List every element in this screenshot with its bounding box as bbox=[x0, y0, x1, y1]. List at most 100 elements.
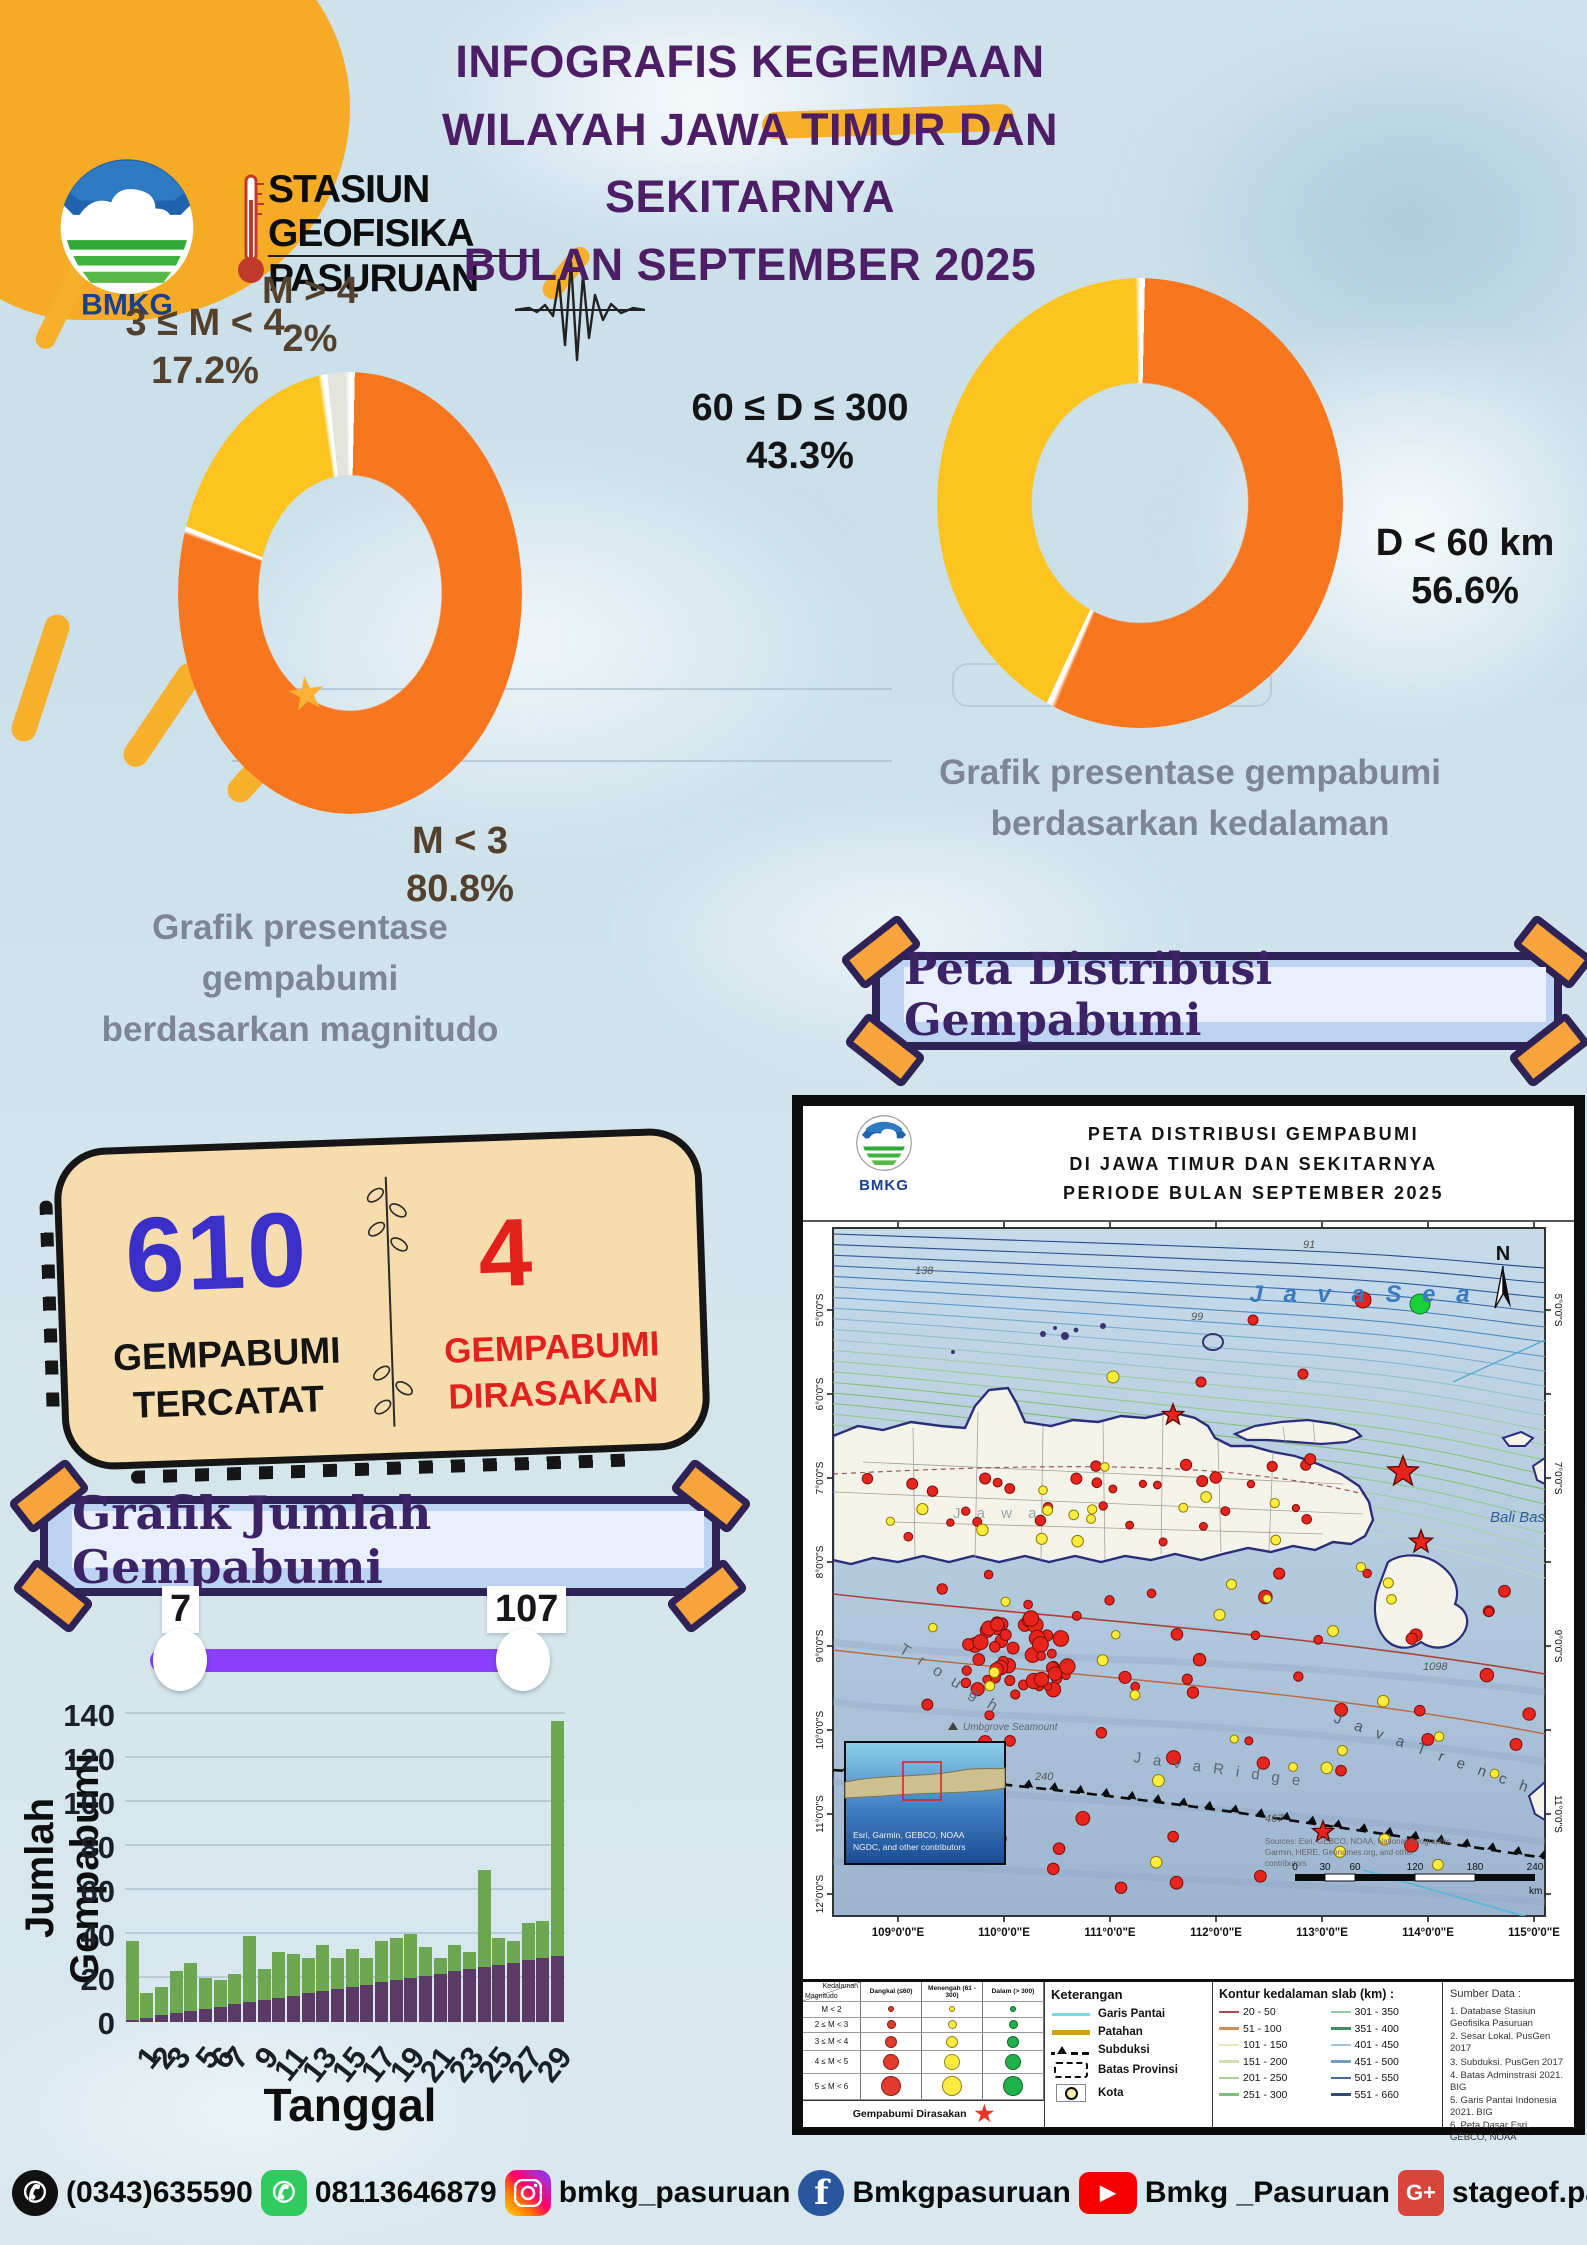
fault-line bbox=[833, 1466, 1364, 1495]
map-banner: Peta Distribusi Gempabumi bbox=[839, 913, 1587, 1089]
legend-magnitude-table: Kedalaman Magnitudo Dangkal (≤60) Meneng… bbox=[803, 1982, 1045, 2127]
legend-col-header: Dangkal (≤60) bbox=[861, 1982, 922, 2003]
edge-island bbox=[1531, 1456, 1545, 1486]
legend-dot bbox=[947, 2020, 957, 2030]
bali-island bbox=[1373, 1554, 1469, 1649]
kangean-island bbox=[1501, 1430, 1535, 1447]
whatsapp-icon: ✆ bbox=[260, 2169, 307, 2216]
fault-legend: Patahan bbox=[1098, 2026, 1143, 2038]
station-name: STASIUN GEOFISIKA PASURUAN bbox=[268, 168, 538, 301]
seismogram-icon bbox=[515, 260, 645, 362]
java-island bbox=[833, 1386, 1375, 1566]
madura-island bbox=[1232, 1418, 1363, 1446]
svg-text:8°0'0"S: 8°0'0"S bbox=[815, 1545, 826, 1578]
chart-banner: Grafik Jumlah Gempabumi bbox=[7, 1457, 753, 1635]
axis-ticks bbox=[827, 1222, 1551, 1922]
instagram-icon bbox=[504, 2169, 551, 2216]
legend-dot bbox=[1007, 2035, 1019, 2048]
svg-text:9°0'0"S: 9°0'0"S bbox=[1552, 1630, 1563, 1663]
legend-keterangan: Keterangan Garis Pantai Patahan Subduksi… bbox=[1045, 1982, 1213, 2127]
slab-contour-mid bbox=[833, 1649, 1545, 1735]
sun-ray bbox=[8, 611, 73, 745]
java-sea-label: J a v a S e a bbox=[1249, 1281, 1476, 1308]
svg-text:6°0'0"S: 6°0'0"S bbox=[815, 1377, 826, 1410]
bar-chart-plot: 0 20 40 60 80 100 120 140 bbox=[63, 1698, 565, 2041]
footer-instagram[interactable]: bmkg_pasuruan bbox=[504, 2169, 790, 2216]
map-banner-title: Peta Distribusi Gempabumi bbox=[904, 943, 1273, 1046]
depth-slice-label: 60 ≤ D ≤ 300 43.3% bbox=[691, 387, 909, 477]
bar-chart-x-axis-title: Tanggal bbox=[263, 2079, 437, 2131]
magnitude-slice-label: 3 ≤ M < 4 17.2% bbox=[125, 302, 285, 392]
svg-text:180: 180 bbox=[1467, 1862, 1484, 1873]
hatch-decoration bbox=[130, 1453, 635, 1484]
footer-youtube[interactable]: ▶ Bmkg _Pasuruan bbox=[1078, 2171, 1390, 2214]
legend-dot bbox=[885, 2035, 897, 2048]
bmkg-logo: BMKG bbox=[60, 159, 194, 316]
legend-dot bbox=[946, 2035, 958, 2048]
svg-text:111°0'0"E: 111°0'0"E bbox=[1084, 1927, 1135, 1939]
svg-text:114°0'0"E: 114°0'0"E bbox=[1402, 1927, 1454, 1939]
legend-col-header: Menengah (61 - 300) bbox=[922, 1982, 983, 2003]
svg-text:Sources: Esri, GEBCO, NOAA, Na: Sources: Esri, GEBCO, NOAA, National Geo… bbox=[1265, 1837, 1453, 1846]
footer-email[interactable]: G+ stageof.pasuruan@bmkg.go.id bbox=[1397, 2169, 1587, 2216]
map-sources: Sources: Esri, GEBCO, NOAA, National Geo… bbox=[1265, 1837, 1453, 1868]
legend-dot bbox=[886, 2020, 896, 2030]
footer-whatsapp[interactable]: ✆ 08113646879 bbox=[260, 2169, 497, 2216]
svg-text:5°0'0"S: 5°0'0"S bbox=[1552, 1294, 1563, 1327]
svg-text:115°0'0"E: 115°0'0"E bbox=[1508, 1927, 1560, 1939]
svg-text:NGDC, and other contributors: NGDC, and other contributors bbox=[853, 1842, 965, 1852]
svg-text:110°0'0"E: 110°0'0"E bbox=[978, 1927, 1030, 1939]
legend-row-label: 3 ≤ M < 4 bbox=[803, 2032, 861, 2052]
magnitude-chart-caption: Grafik presentase gempabumi berdasarkan … bbox=[101, 908, 499, 1049]
scale-bar: 0 30 60 120 180 240 km bbox=[1292, 1862, 1544, 1897]
svg-text:120: 120 bbox=[1407, 1862, 1424, 1873]
svg-text:N: N bbox=[1496, 1243, 1510, 1265]
jawa-label: J a w a bbox=[953, 1505, 1043, 1522]
legend-dot bbox=[883, 2053, 899, 2070]
felt-earthquake-stars bbox=[1160, 1402, 1435, 1843]
slider-track[interactable] bbox=[150, 1649, 522, 1672]
star-decoration: ★ bbox=[282, 664, 331, 722]
map-legend: Kedalaman Magnitudo Dangkal (≤60) Meneng… bbox=[803, 1979, 1574, 2144]
bawean-island bbox=[1202, 1333, 1224, 1351]
footer-facebook[interactable]: f Bmkgpasuruan bbox=[798, 2169, 1071, 2216]
legend-dot bbox=[944, 2053, 960, 2070]
felt-count: 4 bbox=[476, 1198, 536, 1308]
legend-corner-cell: Kedalaman Magnitudo bbox=[803, 1982, 861, 2003]
contour-number: 467 bbox=[1265, 1813, 1284, 1825]
slider-handle-min[interactable] bbox=[153, 1629, 207, 1691]
legend-dot bbox=[888, 2006, 894, 2013]
legend-dot bbox=[949, 2006, 955, 2013]
seamount-icon bbox=[948, 1722, 958, 1730]
province-legend: Batas Provinsi bbox=[1098, 2064, 1178, 2076]
legend-sources: Sumber Data : 1. Database Stasiun Geofis… bbox=[1450, 1988, 1564, 2144]
svg-text:7°0'0"S: 7°0'0"S bbox=[815, 1461, 826, 1494]
subduction-legend: Subduksi bbox=[1098, 2044, 1150, 2056]
seamount-label: Umbgrove Seamount bbox=[963, 1722, 1059, 1733]
compass-icon: N bbox=[1494, 1243, 1511, 1309]
svg-text:10°0'0"S: 10°0'0"S bbox=[815, 1710, 826, 1749]
hatch-decoration bbox=[39, 1200, 60, 1415]
epicenter-dots bbox=[861, 1291, 1536, 1894]
map-panel: BMKG PETA DISTRIBUSI GEMPABUMI DI JAWA T… bbox=[792, 1095, 1585, 2144]
svg-text:9°0'0"S: 9°0'0"S bbox=[815, 1629, 826, 1662]
page-title: INFOGRAFIS KEGEMPAAN WILAYAH JAWA TIMUR … bbox=[441, 36, 1059, 290]
svg-text:Garmin, HERE, Geonames.org, an: Garmin, HERE, Geonames.org, and other bbox=[1265, 1848, 1414, 1857]
svg-text:11°0'0"S: 11°0'0"S bbox=[1552, 1795, 1563, 1833]
slider-handle-max[interactable] bbox=[496, 1629, 550, 1691]
magnitude-donut-chart bbox=[178, 372, 522, 814]
svg-text:60: 60 bbox=[1349, 1862, 1361, 1873]
svg-text:240: 240 bbox=[1527, 1862, 1544, 1873]
branch-divider-icon bbox=[366, 1176, 413, 1427]
small-islands bbox=[951, 1323, 1106, 1354]
stats-card: 610 GEMPABUMI TERCATAT 4 GEMPABUMI DIRAS… bbox=[39, 1126, 712, 1484]
svg-text:30: 30 bbox=[1319, 1862, 1331, 1873]
googleplus-icon: G+ bbox=[1397, 2169, 1444, 2216]
depth-donut-chart bbox=[937, 278, 1343, 728]
footer-phone[interactable]: ✆ (0343)635590 bbox=[12, 2169, 253, 2216]
recorded-label: GEMPABUMI TERCATAT bbox=[112, 1329, 342, 1426]
recorded-count: 610 bbox=[123, 1190, 311, 1315]
bmkg-logo-text: BMKG bbox=[81, 288, 173, 316]
magnitude-slice-label: M < 3 80.8% bbox=[406, 820, 514, 910]
